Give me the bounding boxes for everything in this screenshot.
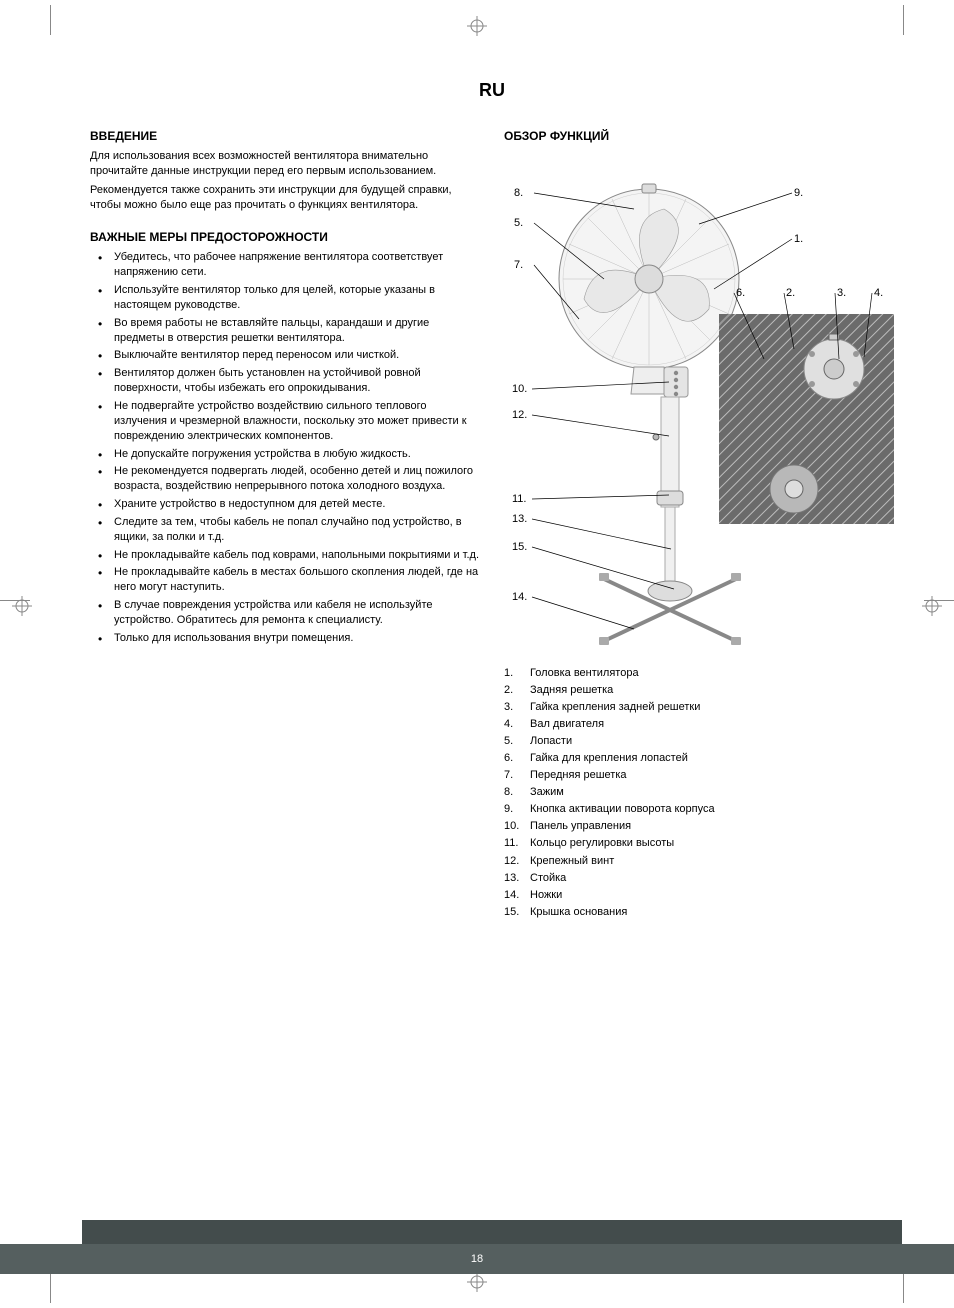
safety-bullet: Выключайте вентилятор перед переносом ил… — [90, 348, 480, 363]
parts-item: 5.Лопасти — [504, 733, 894, 750]
crop-mark — [50, 5, 51, 35]
parts-item: 9.Кнопка активации поворота корпуса — [504, 801, 894, 818]
parts-item: 3.Гайка крепления задней решетки — [504, 699, 894, 716]
intro-heading: ВВЕДЕНИЕ — [90, 129, 480, 143]
overview-heading: ОБЗОР ФУНКЦИЙ — [504, 129, 894, 143]
safety-list: Убедитесь, что рабочее напряжение вентил… — [90, 250, 480, 645]
svg-text:8.: 8. — [514, 187, 523, 199]
parts-item: 2.Задняя решетка — [504, 682, 894, 699]
safety-bullet: Используйте вентилятор только для целей,… — [90, 283, 480, 313]
footer-bar: 18 — [0, 1244, 954, 1274]
svg-text:13.: 13. — [512, 513, 527, 525]
parts-item: 10.Панель управления — [504, 818, 894, 835]
fan-diagram: 8. 5. 7. 10. 12. 11. 13. 15. 14. 9. 1. 6. 2. 3. 4. — [504, 149, 894, 649]
parts-item: 12.Крепежный винт — [504, 853, 894, 870]
page-number: 18 — [471, 1253, 483, 1265]
safety-bullet: В случае повреждения устройства или кабе… — [90, 598, 480, 628]
safety-bullet: Во время работы не вставляйте пальцы, ка… — [90, 316, 480, 346]
safety-bullet: Храните устройство в недоступном для дет… — [90, 497, 480, 512]
crop-mark — [924, 600, 954, 601]
svg-text:4.: 4. — [874, 287, 883, 299]
svg-text:14.: 14. — [512, 591, 527, 603]
intro-para: Рекомендуется также сохранить эти инстру… — [90, 183, 480, 213]
language-heading: RU — [90, 80, 894, 101]
right-column: ОБЗОР ФУНКЦИЙ — [504, 129, 894, 921]
crop-mark — [0, 600, 30, 601]
footer-accent — [82, 1220, 902, 1244]
svg-text:1.: 1. — [794, 233, 803, 245]
svg-text:10.: 10. — [512, 383, 527, 395]
parts-list: 1.Головка вентилятора2.Задняя решетка3.Г… — [504, 665, 894, 921]
safety-bullet: Не рекомендуется подвергать людей, особе… — [90, 464, 480, 494]
parts-item: 13.Стойка — [504, 870, 894, 887]
svg-text:5.: 5. — [514, 217, 523, 229]
safety-bullet: Не прокладывайте кабель под коврами, нап… — [90, 548, 480, 563]
svg-text:2.: 2. — [786, 287, 795, 299]
safety-bullet: Только для использования внутри помещени… — [90, 631, 480, 646]
registration-mark — [12, 596, 32, 616]
page-content: RU ВВЕДЕНИЕ Для использования всех возмо… — [90, 80, 894, 1228]
parts-item: 7.Передняя решетка — [504, 767, 894, 784]
safety-heading: ВАЖНЫЕ МЕРЫ ПРЕДОСТОРОЖНОСТИ — [90, 230, 480, 244]
safety-bullet: Следите за тем, чтобы кабель не попал сл… — [90, 515, 480, 545]
parts-item: 1.Головка вентилятора — [504, 665, 894, 682]
intro-para: Для использования всех возможностей вент… — [90, 149, 480, 179]
svg-text:15.: 15. — [512, 541, 527, 553]
registration-mark — [467, 1272, 487, 1292]
registration-mark — [467, 16, 487, 36]
svg-text:9.: 9. — [794, 187, 803, 199]
safety-bullet: Не подвергайте устройство воздействию си… — [90, 399, 480, 444]
parts-item: 15.Крышка основания — [504, 904, 894, 921]
svg-text:7.: 7. — [514, 259, 523, 271]
crop-mark — [50, 1273, 51, 1303]
left-column: ВВЕДЕНИЕ Для использования всех возможно… — [90, 129, 480, 921]
safety-bullet: Убедитесь, что рабочее напряжение вентил… — [90, 250, 480, 280]
registration-mark — [922, 596, 942, 616]
parts-item: 8.Зажим — [504, 784, 894, 801]
parts-item: 6.Гайка для крепления лопастей — [504, 750, 894, 767]
svg-text:3.: 3. — [837, 287, 846, 299]
safety-bullet: Не допускайте погружения устройства в лю… — [90, 447, 480, 462]
parts-item: 14.Ножки — [504, 887, 894, 904]
parts-item: 11.Кольцо регулировки высоты — [504, 835, 894, 852]
crop-mark — [903, 1273, 904, 1303]
crop-mark — [903, 5, 904, 35]
safety-bullet: Не прокладывайте кабель в местах большог… — [90, 565, 480, 595]
svg-text:12.: 12. — [512, 409, 527, 421]
parts-item: 4.Вал двигателя — [504, 716, 894, 733]
svg-text:6.: 6. — [736, 287, 745, 299]
safety-bullet: Вентилятор должен быть установлен на уст… — [90, 366, 480, 396]
svg-text:11.: 11. — [512, 493, 526, 505]
